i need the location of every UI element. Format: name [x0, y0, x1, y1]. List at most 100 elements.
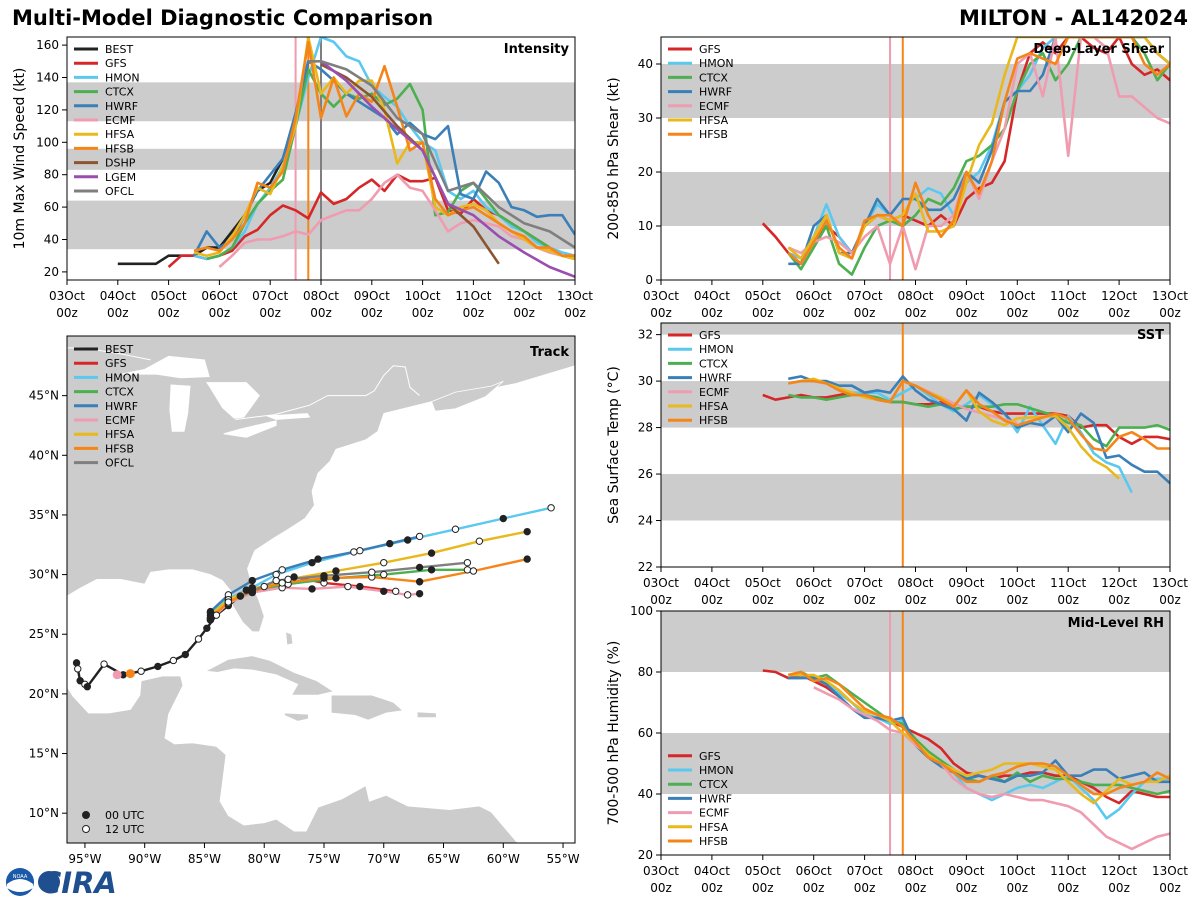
- shear-ytick-label: 0: [645, 273, 653, 287]
- marker-12utc: [463, 558, 472, 567]
- marker-00utc: [181, 650, 190, 659]
- legend-label-ctcx: CTCX: [105, 86, 134, 99]
- sst-xtick-label: 09Oct: [948, 576, 984, 590]
- intensity-ylabel: 10m Max Wind Speed (kt): [12, 68, 28, 250]
- sst-band: [661, 323, 1170, 335]
- sst-xtick-sublabel: 00z: [752, 593, 774, 607]
- border-us-mexico: [67, 597, 68, 599]
- sst-xtick-label: 07Oct: [847, 576, 883, 590]
- marker-12utc: [403, 591, 412, 599]
- intensity-ytick-label: 80: [44, 168, 59, 182]
- legend-label-hfsb: HFSB: [699, 414, 728, 427]
- marker-00utc: [203, 624, 211, 632]
- marker-12utc: [100, 660, 108, 668]
- land-north-america: [67, 336, 575, 633]
- series-line-hfsb: [193, 40, 575, 257]
- intensity-xtick-sublabel: 00z: [412, 306, 434, 320]
- marker-12utc: [547, 504, 555, 512]
- sst-panel-title: SST: [1137, 328, 1164, 343]
- land-jamaica: [284, 712, 309, 722]
- rh-xtick-sublabel: 00z: [1057, 881, 1079, 895]
- legend-label-hfsa: HFSA: [105, 128, 135, 141]
- marker-00utc: [308, 585, 316, 593]
- track-xtick-label: 85°W: [188, 852, 221, 866]
- marker-00utc: [386, 539, 394, 548]
- land-nova-scotia: [431, 380, 504, 412]
- rh-ytick-label: 40: [638, 787, 653, 801]
- shear-xtick-sublabel: 00z: [752, 306, 774, 320]
- series-line-hwrf: [788, 375, 1170, 485]
- marker-00utc: [427, 549, 436, 557]
- legend-label-hmon: HMON: [105, 371, 140, 384]
- shear-panel-title: Deep-Layer Shear: [1033, 42, 1164, 57]
- legend-label-hwrf: HWRF: [105, 100, 138, 113]
- lake-superior: [120, 355, 210, 379]
- legend-label-hfsa: HFSA: [105, 428, 135, 441]
- track-xtick-label: 70°W: [367, 852, 400, 866]
- legend-label-ecmf: ECMF: [105, 414, 135, 427]
- rh-series-group: [762, 669, 1170, 851]
- marker-00utc: [332, 574, 340, 582]
- land-bahamas-andros: [285, 631, 294, 646]
- rh-ytick-label: 100: [630, 604, 653, 618]
- sst-ytick-label: 26: [638, 467, 653, 481]
- intensity-panel-title: Intensity: [504, 42, 570, 57]
- rh-xtick-sublabel: 00z: [956, 881, 978, 895]
- marker-12utc: [475, 537, 484, 545]
- track-ytick-label: 35°N: [29, 508, 59, 522]
- track-frame: [66, 335, 576, 844]
- track-ytick-label: 10°N: [29, 806, 59, 820]
- rh-xtick-label: 13Oct: [1152, 864, 1188, 878]
- rh-xtick-label: 03Oct: [643, 864, 679, 878]
- shear-panel: 0 10 20 30 40 03Oct 00z 04Oct 00z 05Oct 00z 06Oct 00…: [606, 36, 1188, 320]
- marker-00utc: [380, 587, 388, 595]
- shear-band: [661, 64, 1170, 118]
- rh-xtick-sublabel: 00z: [752, 881, 774, 895]
- marker-12utc: [451, 525, 460, 533]
- lake-ontario: [266, 413, 311, 420]
- marker-00utc: [154, 662, 162, 671]
- intensity-xtick-label: 04Oct: [100, 289, 136, 303]
- marker-00utc: [523, 555, 531, 563]
- legend-label-hmon: HMON: [699, 343, 734, 356]
- shear-xtick-label: 13Oct: [1152, 289, 1188, 303]
- sst-xtick-sublabel: 00z: [854, 593, 876, 607]
- sst-xtick-sublabel: 00z: [956, 593, 978, 607]
- legend-label-12utc: 12 UTC: [105, 823, 145, 836]
- marker-12utc: [194, 635, 203, 643]
- marker-12utc: [272, 576, 280, 585]
- legend-label-ecmf: ECMF: [699, 807, 729, 820]
- track-xtick-label: 90°W: [128, 852, 161, 866]
- marker-12utc: [356, 547, 364, 555]
- lake-huron: [206, 382, 260, 419]
- track-xtick-label: 80°W: [248, 852, 281, 866]
- intensity-xtick-label: 06Oct: [201, 289, 237, 303]
- shear-xtick-sublabel: 00z: [1108, 306, 1130, 320]
- shear-xtick-label: 07Oct: [847, 289, 883, 303]
- marker-00utc: [248, 576, 256, 585]
- sst-xtick-label: 06Oct: [796, 576, 832, 590]
- marker-00utc: [290, 573, 298, 581]
- rh-xtick-sublabel: 00z: [803, 881, 825, 895]
- cira-logo: NOAA CIRA: [6, 866, 117, 900]
- rh-ytick-label: 20: [638, 848, 653, 862]
- legend-label-hwrf: HWRF: [699, 372, 732, 385]
- sst-xtick-label: 08Oct: [897, 576, 933, 590]
- series-line-hfsb: [787, 37, 1170, 266]
- shear-xtick-label: 10Oct: [999, 289, 1035, 303]
- marker-12utc: [278, 566, 286, 574]
- shear-xtick-sublabel: 00z: [956, 306, 978, 320]
- shear-series-group: [761, 37, 1170, 276]
- intensity-xtick-sublabel: 00z: [56, 306, 78, 320]
- marker-00utc: [415, 563, 424, 572]
- marker-12utc: [278, 579, 286, 587]
- sst-frame: [660, 322, 1171, 568]
- marker-00utc: [332, 567, 340, 575]
- series-line-ofcl: [308, 59, 575, 249]
- shear-xtick-label: 12Oct: [1101, 289, 1137, 303]
- noaa-seal-label: NOAA: [13, 874, 28, 880]
